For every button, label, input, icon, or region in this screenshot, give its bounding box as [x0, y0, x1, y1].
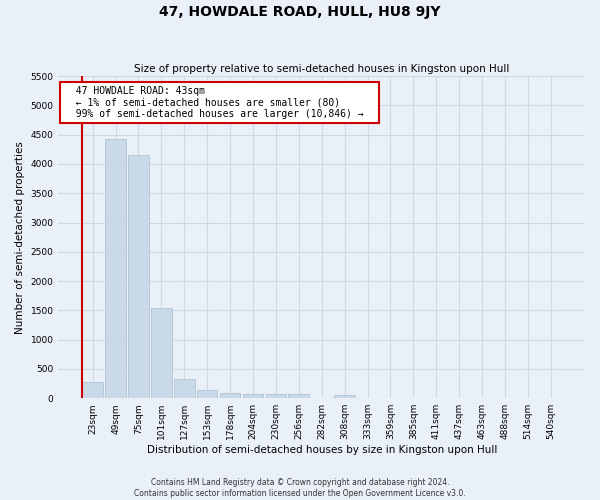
Bar — [128, 155, 149, 398]
Bar — [220, 393, 241, 398]
Bar — [174, 380, 194, 398]
Bar — [105, 139, 126, 398]
Text: 47 HOWDALE ROAD: 43sqm  
  ← 1% of semi-detached houses are smaller (80)  
  99%: 47 HOWDALE ROAD: 43sqm ← 1% of semi-deta… — [64, 86, 375, 119]
Title: Size of property relative to semi-detached houses in Kingston upon Hull: Size of property relative to semi-detach… — [134, 64, 509, 74]
Text: 47, HOWDALE ROAD, HULL, HU8 9JY: 47, HOWDALE ROAD, HULL, HU8 9JY — [159, 5, 441, 19]
Bar — [197, 390, 217, 398]
Y-axis label: Number of semi-detached properties: Number of semi-detached properties — [15, 141, 25, 334]
Bar — [334, 394, 355, 398]
Bar — [151, 308, 172, 398]
X-axis label: Distribution of semi-detached houses by size in Kingston upon Hull: Distribution of semi-detached houses by … — [146, 445, 497, 455]
Bar — [82, 382, 103, 398]
Bar — [289, 394, 309, 398]
Bar — [266, 394, 286, 398]
Bar — [242, 394, 263, 398]
Text: Contains HM Land Registry data © Crown copyright and database right 2024.
Contai: Contains HM Land Registry data © Crown c… — [134, 478, 466, 498]
